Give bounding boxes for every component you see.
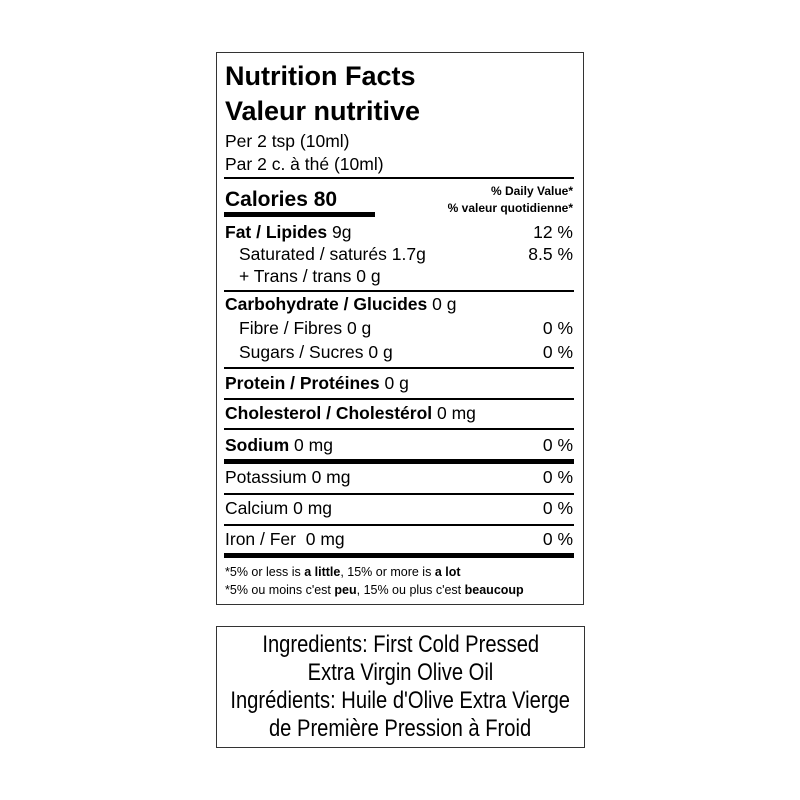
- divider: [224, 367, 574, 369]
- divider: [224, 493, 574, 495]
- row-carbohydrate: Carbohydrate / Glucides 0 g: [225, 294, 457, 314]
- divider: [224, 428, 574, 430]
- dv-fat: 12 %: [533, 222, 573, 242]
- divider: [224, 398, 574, 400]
- row-fibre: Fibre / Fibres 0 g: [239, 318, 372, 338]
- ingredients-line: Ingrédients: Huile d'Olive Extra Vierge: [230, 687, 571, 714]
- row-sugars: Sugars / Sucres 0 g: [239, 342, 393, 362]
- title-fr: Valeur nutritive: [225, 96, 421, 126]
- title-en: Nutrition Facts: [225, 61, 416, 91]
- ingredients-box: Ingredients: First Cold Pressed Extra Vi…: [216, 626, 585, 748]
- row-trans: + Trans / trans 0 g: [239, 266, 381, 286]
- row-fat: Fat / Lipides 9g: [225, 222, 352, 242]
- thick-divider: [224, 553, 574, 558]
- serving-fr: Par 2 c. à thé (10ml): [225, 154, 384, 174]
- nutrition-facts-table: Nutrition Facts Valeur nutritive Per 2 t…: [216, 52, 584, 605]
- row-cholesterol: Cholesterol / Cholestérol 0 mg: [225, 403, 476, 423]
- divider: [224, 290, 574, 292]
- dv-fibre: 0 %: [542, 318, 573, 338]
- calories: Calories 80: [225, 189, 337, 210]
- row-calcium: Calcium 0 mg: [225, 498, 332, 518]
- dv-iron: 0 %: [542, 529, 573, 549]
- row-protein: Protein / Protéines 0 g: [225, 373, 409, 393]
- dv-calcium: 0 %: [542, 498, 573, 518]
- calories-value: 80: [313, 188, 338, 211]
- dv-header-fr: % valeur quotidienne*: [447, 201, 573, 215]
- ingredients-line: Extra Virgin Olive Oil: [307, 659, 494, 686]
- dv-sodium: 0 %: [542, 435, 573, 455]
- row-iron: Iron / Fer 0 mg: [225, 529, 345, 549]
- divider: [224, 524, 574, 526]
- divider: [224, 177, 574, 179]
- serving-en: Per 2 tsp (10ml): [225, 131, 350, 151]
- row-saturated: Saturated / saturés 1.7g: [239, 244, 426, 264]
- calories-bar: [224, 212, 375, 217]
- ingredients-line: de Première Pression à Froid: [269, 715, 532, 742]
- row-potassium: Potassium 0 mg: [225, 467, 351, 487]
- dv-header-en: % Daily Value*: [490, 184, 573, 198]
- footnote-fr: *5% ou moins c'est peu, 15% ou plus c'es…: [225, 583, 524, 597]
- row-sodium: Sodium 0 mg: [225, 435, 333, 455]
- dv-potassium: 0 %: [542, 467, 573, 487]
- footnote-en: *5% or less is a little, 15% or more is …: [225, 565, 461, 579]
- thick-divider: [224, 459, 574, 464]
- dv-sugars: 0 %: [542, 342, 573, 362]
- ingredients-line: Ingredients: First Cold Pressed: [262, 631, 539, 658]
- dv-saturated: 8.5 %: [528, 244, 573, 264]
- calories-label: Calories: [225, 188, 308, 211]
